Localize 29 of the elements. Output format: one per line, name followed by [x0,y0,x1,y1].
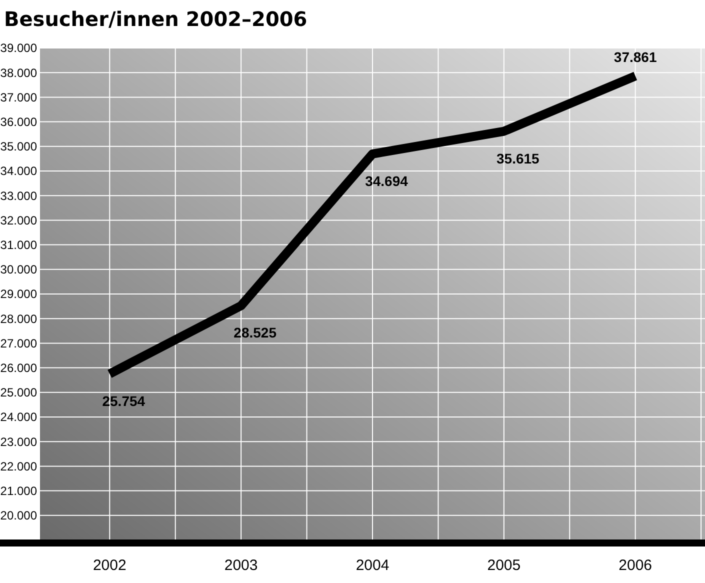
y-tick-label: 28.000 [0,312,38,326]
y-tick-label: 21.000 [0,484,38,498]
y-tick-label: 39.000 [0,41,38,56]
data-label: 34.694 [365,172,408,189]
y-tick-label: 29.000 [0,287,38,302]
y-tick-label: 20.000 [0,508,38,523]
y-tick-label: 22.000 [0,459,38,474]
y-tick-label: 33.000 [0,188,38,203]
y-tick-label: 38.000 [0,66,38,80]
y-tick-label: 35.000 [0,140,38,154]
y-tick-label: 36.000 [0,115,38,129]
x-tick-label: 2004 [356,557,390,574]
y-tick-label: 24.000 [0,410,38,424]
x-tick-label: 2002 [92,557,126,574]
x-tick-label: 2006 [618,557,652,574]
x-tick-label: 2003 [224,557,258,574]
x-tick-label: 2005 [487,557,521,574]
y-tick-label: 26.000 [0,361,38,375]
y-tick-label: 23.000 [0,434,38,449]
y-tick-label: 37.000 [0,90,38,104]
y-tick-label: 30.000 [0,262,38,277]
data-label: 37.861 [614,49,657,66]
y-tick-label: 32.000 [0,213,38,228]
y-tick-label: 34.000 [0,164,38,178]
y-tick-label: 25.000 [0,386,38,400]
y-tick-label: 27.000 [0,336,38,350]
y-tick-label: 31.000 [0,238,38,252]
chart-title: Besucher/innen 2002–2006 [4,7,308,31]
data-label: 35.615 [496,150,540,166]
